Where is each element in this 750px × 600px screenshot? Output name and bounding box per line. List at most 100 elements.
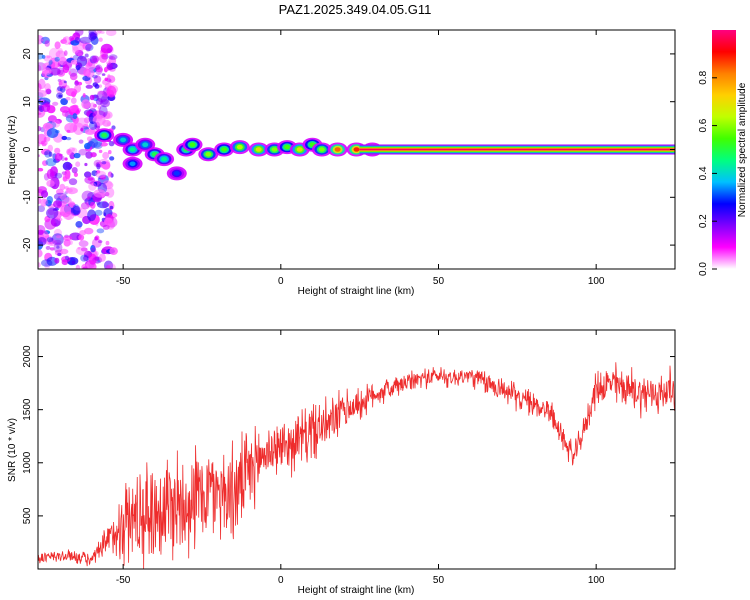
spectrogram-noise-mark [67,150,71,154]
spectrogram-noise-mark [104,77,109,82]
spectrogram-noise-mark [103,260,114,269]
spectrogram-noise-mark [107,173,112,178]
spectrogram-noise-mark [88,182,97,191]
spectrogram-noise-mark [38,83,42,92]
spectrogram-noise-mark [91,170,98,177]
spectrogram-noise-mark [63,36,71,46]
spectrogram-noise-mark [41,148,51,155]
figure-title: PAZ1.2025.349.04.05.G11 [279,2,432,17]
spectrogram-blob-layer [129,161,136,167]
spectrogram-noise-mark [73,152,81,159]
spectrogram-noise-mark [98,240,103,244]
spectrogram-noise-mark [93,75,102,84]
spectrogram-noise-mark [79,36,92,44]
spectrogram-noise-mark [48,59,53,65]
spectrogram-noise-mark [85,151,93,159]
spectrogram-noise-mark [100,31,105,34]
snr-x-ticks: -50 0 50 100 [116,330,605,586]
spectrogram-noise-mark [85,43,94,52]
x-tick-label: 0 [278,276,284,287]
spectrogram-noise-mark [98,54,108,63]
spectrogram-noise-mark [40,190,49,198]
spectrogram-noise-mark [89,121,98,130]
spectrogram-noise-mark [63,235,73,241]
spectrogram-noise-mark [80,202,90,210]
spectrogram-blob [166,166,187,181]
spectrogram-noise-mark [98,253,106,262]
spectrogram-noise-mark [41,103,51,113]
spectrogram-blob [302,137,323,152]
x-tick-label: 50 [433,575,445,586]
spectrogram-noise-mark [98,84,103,88]
spectrogram-noise-mark [96,30,103,34]
spectrogram-blob-layer [205,152,212,157]
spectrogram-noise-mark [61,110,69,117]
spectrogram-noise-mark [81,99,91,109]
spectrogram-noise-mark [68,71,72,75]
spectrogram-noise-mark [93,189,106,198]
spectrogram-noise-mark [61,256,71,263]
spectrogram-noise-mark [96,201,110,209]
spectrogram-noise-mark [68,240,73,245]
y-tick-label: -20 [22,237,33,252]
spectrogram-noise-mark [38,78,46,90]
spectrogram-noise-mark [68,178,78,186]
spectrogram-noise-mark [52,208,57,211]
spectrogram-noise-mark [103,111,113,120]
spectrogram-noise-region [38,30,119,269]
spectrogram-blob [113,132,134,147]
spectrogram-noise-mark [85,69,95,78]
spectrogram-noise-mark [102,151,110,160]
spectrogram-noise-mark [96,163,101,170]
spectrogram-noise-mark [58,79,68,89]
spectrogram-noise-mark [89,102,96,110]
colorbar-tick-label: 0.4 [698,166,709,180]
spectrogram-noise-mark [109,205,114,210]
spectrogram-noise-mark [84,176,96,184]
spectrogram-noise-mark [38,64,42,72]
spectrogram-noise-mark [57,63,61,68]
snr-frame-bg [38,330,675,569]
spectrogram-noise-mark [107,263,116,269]
spectrogram-noise-mark [38,249,43,258]
spectrogram-blob [198,147,219,162]
spectrogram-noise-mark [46,237,53,243]
spectrogram-noise-mark [80,128,84,132]
spectrogram-blob [122,156,143,171]
spectrogram-blob [94,128,115,143]
spectrogram-noise-mark [73,32,80,39]
colorbar-gradient [712,30,736,269]
spectrogram-noise-mark [94,209,103,216]
spectrogram-noise-mark [87,209,97,222]
spectrogram-noise-mark [66,188,73,193]
spectrogram-noise-mark [57,67,64,76]
spectrogram-noise-mark [96,90,108,103]
spectrogram-noise-mark [62,161,73,171]
spectrogram-noise-mark [55,50,66,59]
spectrogram-noise-mark [43,55,53,62]
spectrogram-noise-mark [54,222,58,227]
spectrogram-blob-layer [120,137,127,143]
spectrogram-blob-layer [353,147,360,152]
spectrogram-noise-mark [105,265,111,269]
spectrogram-noise-mark [60,205,72,218]
spectrogram-noise-mark [65,96,71,101]
spectrogram-noise-mark [40,36,50,45]
spectrogram-noise-mark [99,142,109,147]
snr-panel: -50 0 50 100 500 1000 1500 2000 Height of stra… [7,329,676,596]
snr-trace [38,362,675,569]
spectrogram-noise-mark [71,167,78,174]
spectrogram-noise-mark [63,80,67,84]
colorbar: 0.0 0.2 0.4 0.6 0.8 Normalized spectral ampl… [698,30,748,276]
spectrogram-noise-mark [70,59,78,65]
spectrogram-noise-mark [54,41,61,49]
spectrogram-noise-mark [105,240,110,246]
spectrogram-noise-mark [45,245,51,250]
spectrogram-noise-mark [44,40,50,47]
snr-x-axis-label: Height of straight line (km) [298,585,415,596]
spectrogram-noise-mark [92,114,106,126]
spectrogram-noise-mark [46,55,51,59]
spectrogram-noise-mark [78,234,85,241]
spectrogram-noise-mark [90,201,96,209]
